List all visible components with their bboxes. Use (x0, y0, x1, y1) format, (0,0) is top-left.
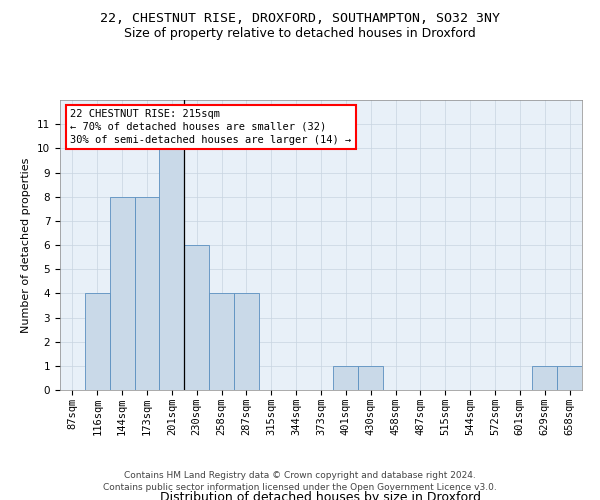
Bar (209, 294, 234, 390)
X-axis label: Distribution of detached houses by size in Droxford: Distribution of detached houses by size … (161, 490, 482, 500)
Text: Contains HM Land Registry data © Crown copyright and database right 2024.: Contains HM Land Registry data © Crown c… (124, 472, 476, 480)
Bar (358, 366, 383, 390)
Bar (110, 196, 134, 390)
Bar (160, 148, 184, 390)
Bar (532, 366, 557, 390)
Bar (184, 245, 209, 390)
Bar (234, 294, 259, 390)
Y-axis label: Number of detached properties: Number of detached properties (22, 158, 31, 332)
Bar (557, 366, 582, 390)
Text: Contains public sector information licensed under the Open Government Licence v3: Contains public sector information licen… (103, 483, 497, 492)
Text: 22 CHESTNUT RISE: 215sqm
← 70% of detached houses are smaller (32)
30% of semi-d: 22 CHESTNUT RISE: 215sqm ← 70% of detach… (70, 108, 352, 145)
Text: Size of property relative to detached houses in Droxford: Size of property relative to detached ho… (124, 28, 476, 40)
Text: 22, CHESTNUT RISE, DROXFORD, SOUTHAMPTON, SO32 3NY: 22, CHESTNUT RISE, DROXFORD, SOUTHAMPTON… (100, 12, 500, 26)
Bar (134, 196, 160, 390)
Bar (334, 366, 358, 390)
Bar (85, 294, 110, 390)
